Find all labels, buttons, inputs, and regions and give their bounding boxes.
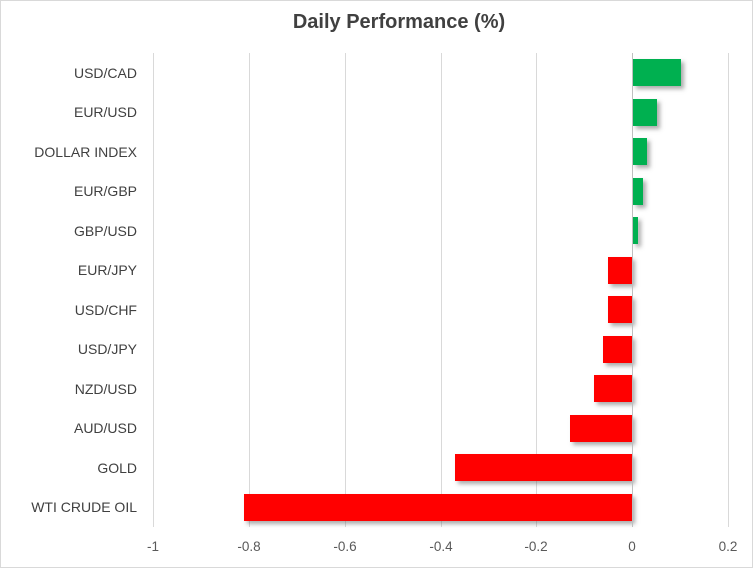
x-tick-label: -1 <box>146 539 159 554</box>
category-label: AUD/USD <box>73 420 137 436</box>
bar-nzd-usd <box>594 375 632 402</box>
chart-title: Daily Performance (%) <box>292 11 506 33</box>
x-tick-label: -0.4 <box>429 539 453 554</box>
category-label: EUR/USD <box>73 104 137 120</box>
category-label: USD/CAD <box>73 65 137 81</box>
gridline <box>728 53 729 527</box>
plot-area <box>153 53 729 527</box>
bar-aud-usd <box>570 415 632 442</box>
category-label: GOLD <box>97 460 137 476</box>
x-tick-label: -0.8 <box>237 539 261 554</box>
category-label: NZD/USD <box>74 381 137 397</box>
zero-axis <box>632 53 633 527</box>
bar-wti-crude-oil <box>244 494 632 521</box>
bar-dollar-index <box>633 138 647 165</box>
category-label: GBP/USD <box>73 223 137 239</box>
x-tick-label: -0.2 <box>524 539 548 554</box>
bar-eur-jpy <box>608 257 632 284</box>
gridline <box>249 53 250 527</box>
bar-usd-cad <box>633 59 681 86</box>
gridline <box>153 53 154 527</box>
category-label: WTI CRUDE OIL <box>31 499 137 515</box>
bar-eur-usd <box>633 99 657 126</box>
category-label: DOLLAR INDEX <box>34 144 137 160</box>
x-tick-label: -0.6 <box>333 539 357 554</box>
category-label: EUR/GBP <box>73 183 137 199</box>
x-tick-label: 0.2 <box>718 539 738 554</box>
bar-usd-jpy <box>603 336 632 363</box>
bar-gold <box>455 454 632 481</box>
bar-gbp-usd <box>633 217 638 244</box>
category-label: EUR/JPY <box>77 262 137 278</box>
gridline <box>536 53 537 527</box>
bar-usd-chf <box>608 296 632 323</box>
x-tick-label: 0 <box>628 539 636 554</box>
category-label: USD/CHF <box>74 302 137 318</box>
category-label: USD/JPY <box>77 341 137 357</box>
bar-eur-gbp <box>633 178 643 205</box>
gridline <box>345 53 346 527</box>
gridline <box>441 53 442 527</box>
